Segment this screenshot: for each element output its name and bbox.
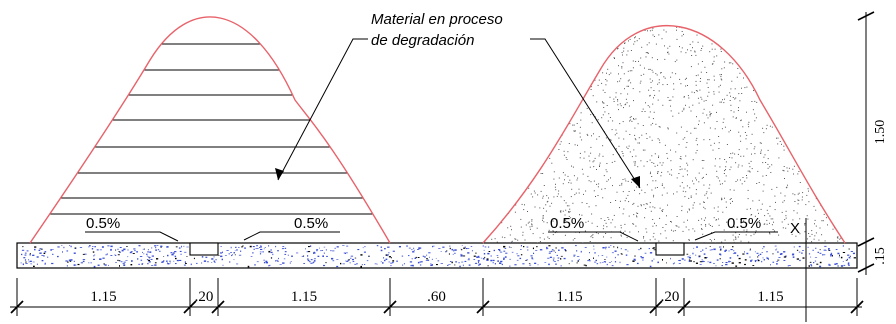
annotation-line-2: de degradación	[371, 32, 474, 49]
slope-label-left-a: 0.5%	[86, 215, 120, 232]
horizontal-dimension-line	[10, 278, 864, 316]
horizontal-dimension-label: .60	[427, 289, 446, 305]
base-dimension-label: .15	[873, 247, 888, 265]
left-drain-channel	[189, 242, 219, 256]
horizontal-dimension-label: 1.15	[291, 289, 317, 305]
right-drain-channel	[655, 242, 685, 256]
slope-leaders	[85, 231, 778, 242]
horizontal-dimension-label: .20	[195, 289, 214, 305]
slope-label-right-b: 0.5%	[727, 215, 761, 232]
right-pile	[482, 24, 846, 244]
horizontal-dimension-label: 1.15	[90, 289, 116, 305]
horizontal-dimension-label: .20	[661, 289, 680, 305]
annotation-line-1: Material en proceso	[371, 11, 503, 28]
annotation-leaders	[275, 38, 641, 189]
concrete-texture	[20, 245, 856, 268]
height-dimension-label: 1.50	[873, 120, 888, 145]
right-pile-stipple	[483, 25, 845, 243]
left-pile-stratification	[30, 43, 390, 215]
concrete-base	[16, 242, 858, 269]
horizontal-dimension-label: 1.15	[757, 289, 783, 305]
horizontal-dimension-label: 1.15	[556, 289, 582, 305]
slope-label-left-b: 0.5%	[294, 215, 328, 232]
vertical-dimension-line	[857, 11, 875, 275]
x-marker: X	[790, 220, 800, 237]
slope-label-right-a: 0.5%	[550, 215, 584, 232]
